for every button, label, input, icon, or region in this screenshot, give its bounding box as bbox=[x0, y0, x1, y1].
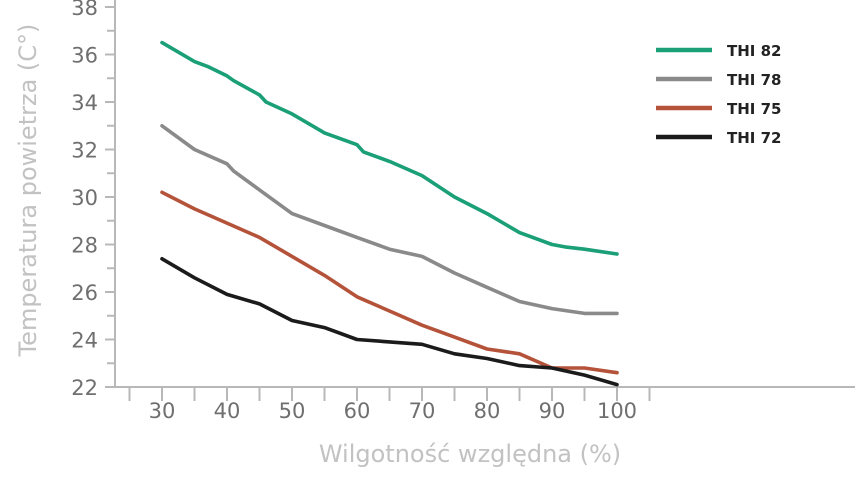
x-tick-label: 70 bbox=[409, 399, 436, 423]
legend: THI 82 THI 78 THI 75 THI 72 bbox=[656, 42, 781, 147]
x-axis-title: Wilgotność względna (%) bbox=[319, 440, 621, 468]
x-tick-label: 30 bbox=[149, 399, 176, 423]
x-tick-label: 100 bbox=[597, 399, 637, 423]
series-line-thi-82 bbox=[160, 40, 619, 256]
legend-label-thi-78: THI 78 bbox=[727, 71, 781, 89]
y-tick-label: 32 bbox=[71, 139, 98, 163]
axes: 22 24 26 28 30 32 34 36 38 30 40 50 60 70 80 90 100 bbox=[71, 0, 855, 423]
x-tick-label: 60 bbox=[344, 399, 371, 423]
series-line-thi-72 bbox=[160, 256, 619, 387]
x-tick-label: 80 bbox=[474, 399, 501, 423]
legend-label-thi-75: THI 75 bbox=[727, 100, 781, 118]
y-tick-label: 30 bbox=[71, 186, 98, 210]
series-layer bbox=[160, 40, 619, 387]
y-tick-label: 36 bbox=[71, 44, 98, 68]
y-axis-title: Temperatura powietrza (C°) bbox=[14, 24, 42, 358]
y-tick-label: 28 bbox=[71, 234, 98, 258]
y-tick-label: 26 bbox=[71, 281, 98, 305]
x-tick-label: 50 bbox=[279, 399, 306, 423]
x-tick-label: 40 bbox=[214, 399, 241, 423]
legend-label-thi-72: THI 72 bbox=[727, 129, 781, 147]
y-tick-label: 22 bbox=[71, 376, 98, 400]
y-tick-label: 34 bbox=[71, 91, 98, 115]
y-tick-label: 38 bbox=[71, 0, 98, 20]
y-tick-label: 24 bbox=[71, 329, 98, 353]
series-line-thi-75 bbox=[160, 190, 619, 375]
series-line-thi-78 bbox=[160, 124, 619, 316]
x-tick-label: 90 bbox=[539, 399, 566, 423]
legend-label-thi-82: THI 82 bbox=[727, 42, 781, 60]
